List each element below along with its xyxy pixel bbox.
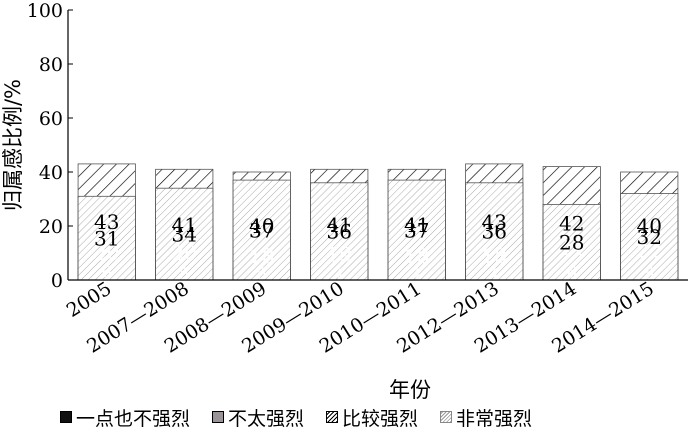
data-label-2-2: 20 bbox=[172, 241, 197, 265]
data-label-4-3: 37 bbox=[249, 218, 274, 242]
data-label-1-5: 4 bbox=[412, 265, 422, 284]
data-label-3-8: 40 bbox=[637, 214, 662, 238]
legend-item-2: 不太强烈 bbox=[212, 404, 304, 431]
data-label-3-6: 43 bbox=[482, 210, 507, 234]
bar-segment-4-5 bbox=[387, 179, 446, 281]
data-label-4-7: 28 bbox=[559, 230, 584, 254]
data-label-2-4: 19 bbox=[327, 243, 352, 267]
data-label-2-6: 18 bbox=[482, 244, 507, 268]
legend-swatch bbox=[60, 411, 72, 423]
data-label-3-7: 42 bbox=[559, 212, 584, 236]
y-tick-label: 0 bbox=[51, 270, 63, 292]
bar-segment-4-3 bbox=[232, 179, 291, 281]
data-label-4-6: 36 bbox=[482, 220, 507, 244]
data-label-4-1: 31 bbox=[94, 226, 119, 250]
data-label-1-4: 4 bbox=[334, 265, 344, 284]
bar-segment-4-4 bbox=[310, 182, 369, 281]
data-label-2-1: 20 bbox=[94, 241, 119, 265]
bar-segment-4-2 bbox=[155, 187, 214, 281]
data-label-1-2: 5 bbox=[179, 264, 189, 283]
data-label-2-7: 24 bbox=[559, 236, 584, 260]
data-label-3-2: 41 bbox=[172, 213, 197, 237]
y-axis-title: 归属感比例/% bbox=[1, 79, 25, 211]
y-tick-label: 60 bbox=[39, 108, 63, 130]
data-label-4-5: 37 bbox=[404, 218, 429, 242]
data-label-3-4: 41 bbox=[327, 213, 352, 237]
legend-label: 不太强烈 bbox=[228, 407, 305, 430]
x-axis-title: 年份 bbox=[389, 378, 431, 402]
data-label-1-6: 4 bbox=[489, 265, 499, 284]
bar-segment-4-8 bbox=[620, 193, 679, 281]
bar-segment-4-7 bbox=[542, 203, 601, 281]
legend-item-4: 非常强烈 bbox=[440, 404, 532, 431]
legend: 一点也不强烈 不太强烈 比较强烈 非常强烈 bbox=[60, 404, 690, 430]
data-label-3-1: 43 bbox=[94, 210, 119, 234]
data-label-3-5: 41 bbox=[404, 213, 429, 237]
y-tick-label: 40 bbox=[39, 162, 63, 184]
data-label-2-5: 18 bbox=[404, 244, 429, 268]
data-label-2-8: 22 bbox=[637, 239, 662, 263]
data-label-4-4: 36 bbox=[327, 220, 352, 244]
legend-label: 比较强烈 bbox=[342, 407, 419, 430]
y-tick-label: 20 bbox=[39, 216, 63, 238]
data-label-1-8: 5 bbox=[644, 264, 654, 283]
legend-swatch bbox=[440, 411, 453, 423]
data-label-2-3: 18 bbox=[249, 244, 274, 268]
legend-item-1: 一点也不强烈 bbox=[60, 404, 190, 431]
y-tick-label: 100 bbox=[27, 0, 63, 22]
legend-label: 一点也不强烈 bbox=[76, 407, 191, 430]
data-label-4-8: 32 bbox=[637, 225, 662, 249]
data-label-4-2: 34 bbox=[172, 222, 197, 246]
legend-swatch bbox=[326, 411, 339, 423]
data-label-1-7: 6 bbox=[567, 263, 577, 282]
data-label-3-3: 40 bbox=[249, 214, 274, 238]
legend-label: 非常强烈 bbox=[456, 407, 533, 430]
legend-swatch bbox=[212, 411, 225, 423]
x-tick-label: 2005 bbox=[63, 278, 116, 322]
data-label-1-3: 5 bbox=[257, 264, 267, 283]
y-tick-label: 80 bbox=[39, 54, 63, 76]
legend-item-3: 比较强烈 bbox=[326, 404, 418, 431]
bar-segment-4-1 bbox=[77, 195, 136, 281]
data-label-1-1: 6 bbox=[102, 263, 112, 282]
